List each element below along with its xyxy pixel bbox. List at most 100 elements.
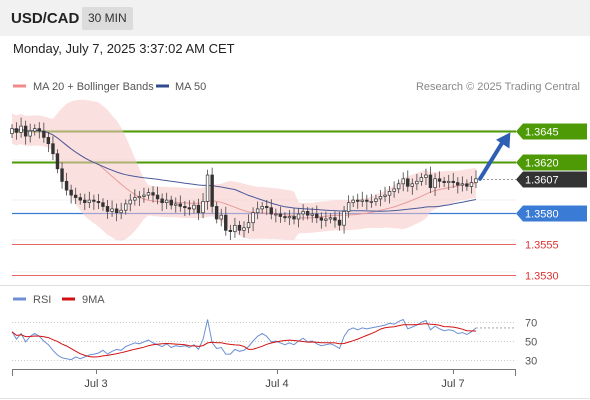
candle-body-86	[401, 178, 405, 185]
candle-body-96	[446, 180, 451, 183]
candle-body-25	[124, 203, 128, 211]
candle-body-32	[155, 194, 160, 200]
candle-body-59	[278, 213, 283, 217]
candle-body-98	[456, 182, 460, 186]
candle-body-45	[214, 206, 219, 220]
candle-body-7	[42, 130, 46, 138]
candle-body-83	[387, 191, 392, 196]
candle-body-76	[356, 199, 360, 202]
candle-body-100	[465, 183, 469, 187]
candle-body-41	[196, 204, 201, 214]
rsi-ma-line	[11, 323, 477, 358]
timeframe-badge[interactable]: 30 MIN	[82, 7, 133, 30]
level-label-1.3580: 1.3580	[525, 209, 559, 221]
candle-body-51	[242, 227, 246, 231]
level-labels: 1.3645 1.3620 1.3607 1.3580 1.3555 1.3530	[516, 123, 587, 283]
bollinger-band-area	[12, 99, 476, 241]
candle-body-77	[360, 199, 364, 202]
candle-body-79	[369, 201, 374, 203]
candle-body-31	[151, 192, 155, 196]
moving-averages	[11, 128, 477, 219]
candle-body-26	[128, 199, 132, 205]
rsi-tick-50: 50	[525, 337, 537, 349]
candle-body-22	[110, 208, 114, 212]
candle-body-15	[78, 197, 82, 201]
candle-body-53	[251, 212, 255, 224]
candle-body-3	[23, 125, 28, 137]
candle-body-88	[410, 183, 414, 187]
candle-body-6	[37, 128, 41, 132]
level-label-1.3645: 1.3645	[525, 127, 559, 139]
candle-body-85	[396, 183, 401, 190]
header-bar: USD/CAD 30 MIN	[0, 0, 590, 36]
candle-body-47	[224, 214, 228, 231]
candle-body-78	[365, 199, 369, 202]
candle-body-52	[246, 222, 251, 229]
symbol-label: USD/CAD	[11, 10, 80, 27]
candle-body-35	[169, 199, 173, 206]
credit-text: Research © 2025 Trading Central	[416, 81, 580, 93]
candle-body-99	[460, 183, 465, 186]
candle-body-65	[305, 211, 310, 216]
candle-body-43	[205, 174, 210, 202]
candle-body-28	[137, 196, 142, 199]
projection-arrow-shaft	[478, 141, 504, 181]
level-label-1.3555: 1.3555	[525, 240, 559, 252]
candle-body-82	[383, 194, 387, 197]
candle-body-90	[419, 177, 424, 182]
x-tick-label-2: Jul 7	[441, 378, 464, 390]
candle-body-75	[351, 199, 355, 203]
candle-body-36	[174, 203, 178, 206]
candle-body-46	[219, 214, 223, 220]
ma50-swatch	[156, 84, 169, 88]
candle-body-69	[324, 218, 328, 221]
candle-body-61	[287, 216, 292, 219]
candle-body-70	[328, 217, 333, 220]
candle-body-64	[301, 211, 305, 215]
candle-body-19	[96, 201, 101, 204]
candle-body-17	[87, 199, 92, 203]
candle-body-87	[406, 178, 410, 187]
candle-body-8	[46, 137, 51, 145]
level-label-1.3530: 1.3530	[525, 271, 559, 283]
candle-body-73	[342, 211, 346, 226]
projection-arrow-head	[496, 132, 511, 149]
candle-body-24	[119, 209, 123, 214]
level-label-1.3620: 1.3620	[525, 158, 559, 170]
candle-body-20	[101, 202, 105, 207]
candle-body-81	[378, 196, 383, 200]
level-tag-1.3607	[516, 171, 587, 188]
candle-body-58	[274, 213, 278, 216]
candle-body-2	[19, 125, 23, 133]
candle-body-42	[201, 201, 205, 214]
candle-body-62	[292, 216, 296, 220]
candle-body-34	[164, 199, 169, 203]
candle-body-89	[415, 180, 419, 185]
candle-body-48	[228, 229, 233, 232]
candle-body-10	[55, 153, 60, 170]
ma20-legend: MA 20 + Bollinger Bands	[33, 81, 154, 93]
candle-body-27	[133, 197, 137, 201]
candle-body-71	[333, 217, 337, 221]
candle-body-91	[424, 174, 428, 178]
candle-body-97	[451, 180, 455, 183]
candle-body-55	[260, 206, 264, 210]
rsi-lines	[11, 318, 516, 361]
candle-body-60	[283, 216, 287, 219]
candle-body-57	[269, 207, 273, 215]
candle-body-1	[14, 128, 19, 133]
rsi-line	[11, 318, 477, 361]
candle-body-18	[92, 199, 96, 202]
candle-body-72	[337, 219, 342, 226]
bollinger-bands	[12, 99, 476, 241]
candle-body-0	[10, 128, 14, 134]
rsi-ma-legend: 9MA	[82, 294, 105, 306]
candle-body-37	[178, 203, 182, 207]
rsi-tick-70: 70	[525, 318, 537, 330]
candle-body-40	[192, 204, 196, 210]
rsi-grid: 70 50 30	[12, 318, 537, 368]
level-tag-1.3580	[516, 205, 587, 222]
candle-body-93	[433, 178, 437, 188]
candle-body-92	[428, 174, 433, 188]
